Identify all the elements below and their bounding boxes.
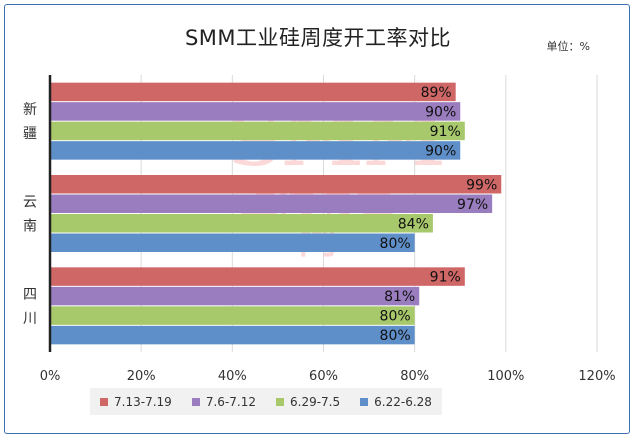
category-label: 四: [23, 287, 37, 303]
chart-title: SMM工业硅周度开工率对比: [184, 26, 452, 50]
data-label: 91%: [430, 270, 461, 286]
legend: 7.13-7.19 7.6-7.12 6.29-7.5 6.22-6.28: [90, 388, 442, 415]
x-tick-label: 80%: [400, 369, 429, 384]
legend-label: 7.6-7.12: [205, 394, 256, 409]
bar: [50, 102, 461, 121]
bar: [50, 121, 465, 141]
x-tick-label: 20%: [127, 369, 156, 384]
bar: [50, 233, 415, 252]
x-tick-label: 120%: [578, 369, 615, 384]
bar: [50, 306, 415, 325]
data-label: 90%: [425, 104, 456, 120]
category-label: 疆: [23, 126, 37, 142]
bar: [50, 267, 465, 286]
legend-item: 7.6-7.12: [191, 394, 256, 409]
legend-label: 6.29-7.5: [290, 394, 341, 409]
category-label: 南: [23, 219, 37, 235]
bar: [50, 194, 493, 213]
bar: [50, 214, 433, 233]
x-tick-label: 60%: [309, 369, 338, 384]
legend-swatch: [100, 397, 109, 406]
data-label: 97%: [457, 197, 488, 213]
bar: [50, 141, 461, 160]
x-tick-label: 0%: [40, 369, 61, 384]
bar: [50, 286, 420, 306]
category-label: 新: [23, 102, 37, 118]
data-label: 91%: [430, 124, 461, 140]
legend-label: 7.13-7.19: [114, 394, 172, 409]
data-label: 80%: [380, 236, 411, 252]
category-label: 川: [23, 311, 37, 327]
data-label: 90%: [425, 143, 456, 159]
bar: [50, 175, 502, 194]
unit-label: 单位：%: [546, 40, 590, 53]
legend-swatch: [360, 397, 369, 406]
legend-item: 6.22-6.28: [360, 395, 432, 409]
bar: [50, 82, 456, 102]
data-label: 84%: [398, 216, 429, 232]
data-label: 80%: [380, 309, 411, 325]
bar: [50, 325, 415, 345]
data-label: 81%: [384, 289, 415, 305]
legend-swatch: [191, 397, 200, 406]
legend-item: 6.29-7.5: [276, 395, 340, 409]
x-tick-label: 40%: [218, 369, 247, 384]
x-tick-label: 100%: [487, 369, 524, 384]
data-label: 99%: [466, 177, 497, 193]
category-label: 云: [23, 195, 37, 211]
legend-item: 7.13-7.19: [100, 395, 172, 409]
data-label: 80%: [380, 328, 411, 344]
data-label: 89%: [421, 85, 452, 101]
legend-label: 6.22-6.28: [374, 394, 432, 409]
legend-swatch: [276, 397, 284, 406]
